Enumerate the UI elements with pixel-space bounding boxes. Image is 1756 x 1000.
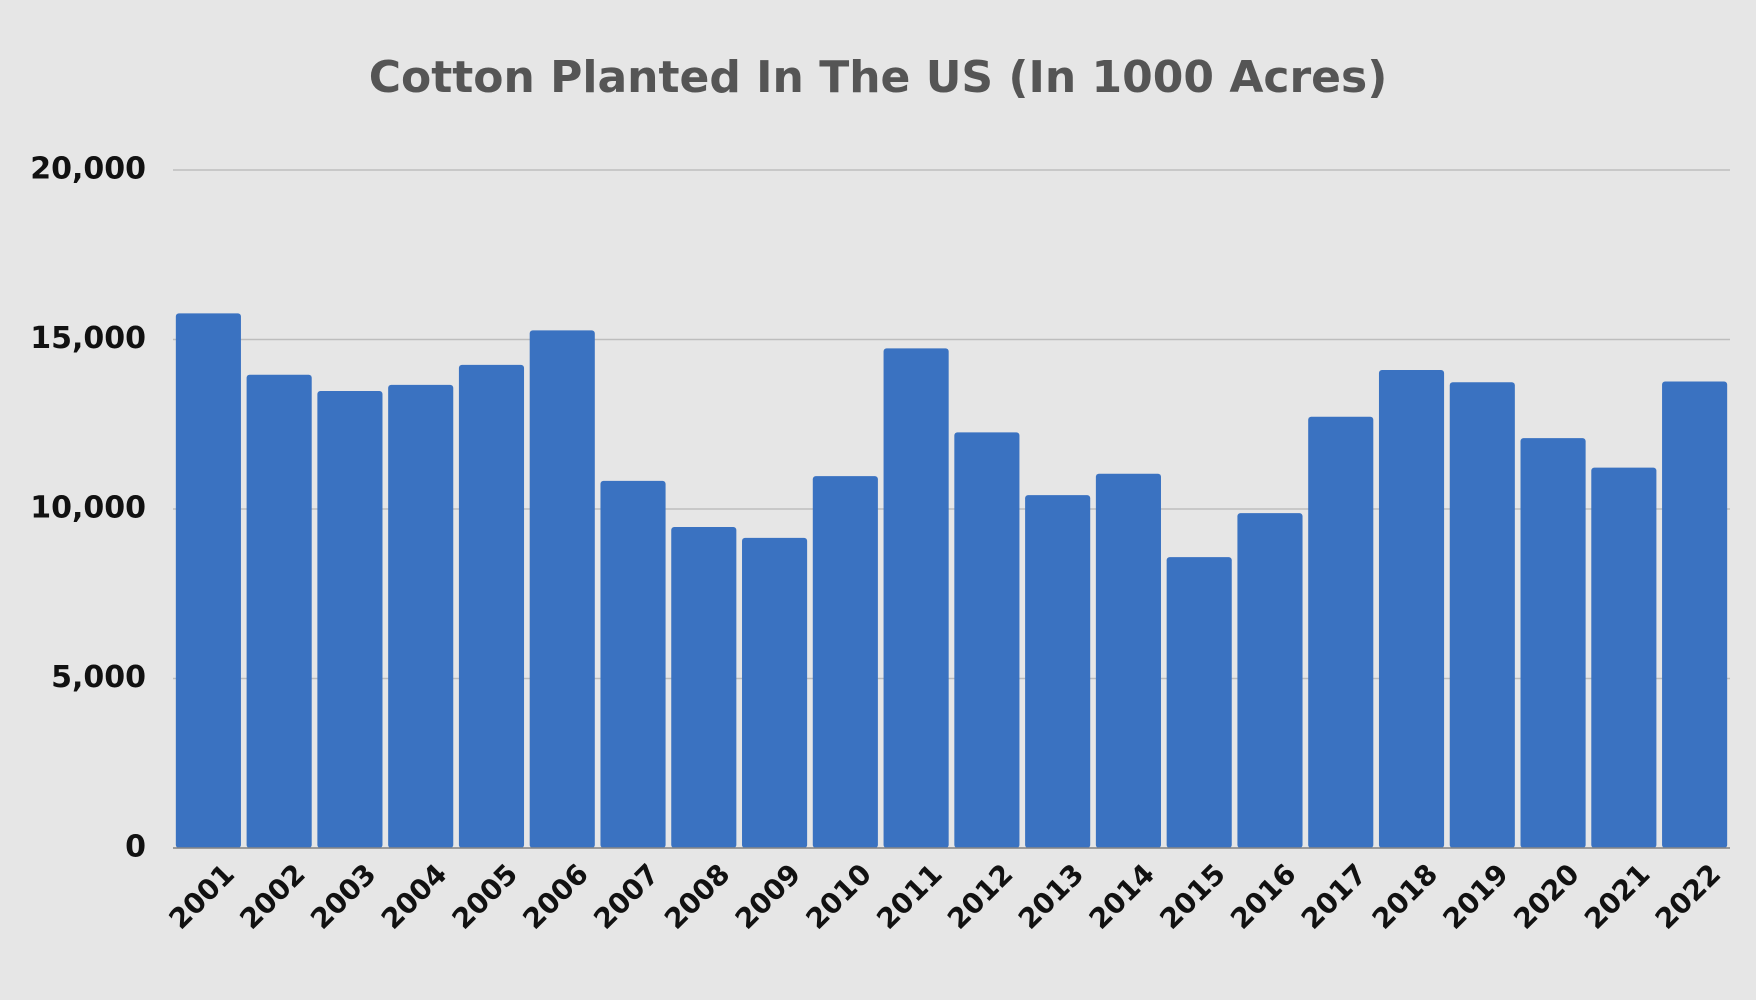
bar (742, 537, 808, 848)
bar (1591, 467, 1657, 848)
y-tick-label: 10,000 (30, 491, 146, 526)
bar (1166, 557, 1232, 848)
bar (1662, 381, 1728, 848)
bar (317, 391, 383, 848)
bar (1025, 495, 1091, 848)
bar (1520, 438, 1586, 848)
y-tick-label: 15,000 (30, 321, 146, 356)
y-tick-label: 20,000 (30, 152, 146, 187)
bar (671, 526, 737, 848)
bar (1095, 473, 1161, 848)
bar (529, 330, 595, 848)
bar (883, 348, 949, 848)
bar (1378, 370, 1445, 848)
bar (458, 364, 525, 848)
y-tick-label: 5,000 (51, 660, 146, 695)
bar (812, 476, 878, 848)
bar (600, 480, 666, 848)
chart-title: Cotton Planted In The US (In 1000 Acres) (369, 52, 1388, 103)
bar (954, 432, 1020, 848)
bar (388, 384, 454, 848)
bar (246, 374, 312, 848)
bar (1237, 513, 1303, 848)
bar (1308, 416, 1374, 848)
bar (175, 313, 241, 849)
y-tick-label: 0 (125, 830, 146, 865)
bar (1449, 382, 1515, 848)
